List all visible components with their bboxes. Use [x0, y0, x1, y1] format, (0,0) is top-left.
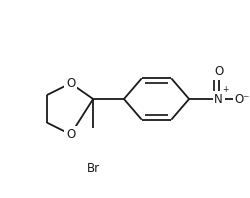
Text: +: + [222, 85, 229, 94]
Text: O: O [66, 128, 75, 141]
Text: O: O [66, 77, 75, 90]
Text: N: N [214, 92, 223, 106]
Text: Br: Br [86, 162, 100, 175]
Text: O: O [214, 65, 223, 78]
Text: O⁻: O⁻ [235, 92, 250, 106]
